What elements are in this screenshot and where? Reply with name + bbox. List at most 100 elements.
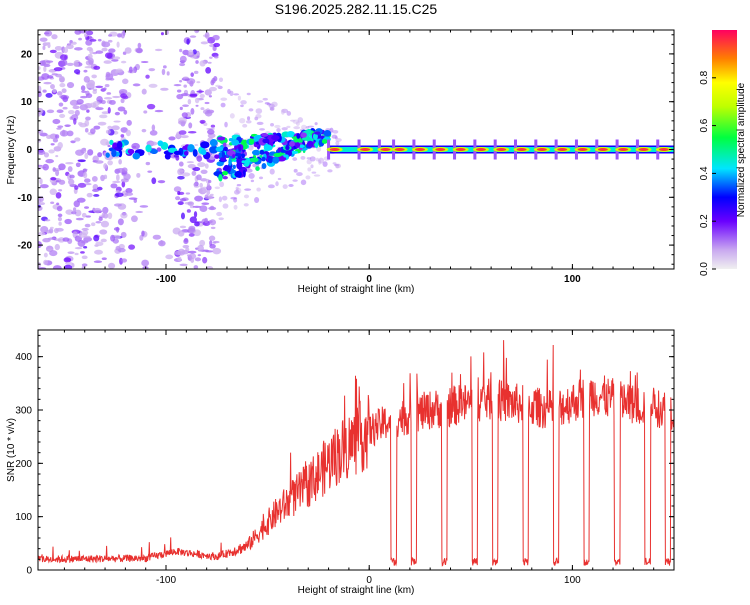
spectrogram-noise-blob	[182, 104, 189, 107]
spectrogram-noise-blob	[65, 161, 74, 165]
spectrogram-noise-blob	[57, 216, 63, 222]
spectrogram-noise-blob	[194, 30, 200, 34]
snr-xlabel: Height of straight line (km)	[298, 585, 415, 596]
spectrogram-noise-blob	[77, 182, 87, 188]
spectrogram-noise-blob	[86, 109, 90, 113]
spectrogram-noise-blob	[63, 264, 73, 269]
spectrogram-marks	[38, 30, 674, 269]
spectrogram-noise-blob	[49, 226, 54, 230]
spectrogram-noise-blob	[73, 117, 77, 125]
spectrogram-noise-blob	[69, 174, 75, 179]
spectrogram-noise-blob	[222, 203, 229, 209]
spectrogram-noise-blob	[207, 179, 212, 184]
spectrogram-noise-blob	[93, 65, 101, 70]
spectrogram-noise-blob	[210, 79, 215, 86]
spectrogram-noise-blob	[332, 162, 337, 165]
spectrogram-signal-blob	[234, 153, 243, 157]
spectrogram-signal-blob	[244, 159, 250, 167]
spectrogram-noise-blob	[71, 114, 79, 121]
spectrogram-noise-blob	[114, 111, 120, 116]
spectrogram-signal-blob	[262, 138, 270, 144]
spectrogram-noise-blob	[213, 55, 219, 59]
spectrogram-noise-blob	[58, 102, 64, 107]
spectrogram-noise-blob	[56, 205, 63, 212]
spectrogram-noise-blob	[42, 89, 47, 93]
spectrogram-noise-blob	[182, 76, 189, 80]
spectrogram-signal-blob	[314, 131, 321, 135]
spectrogram-noise-blob	[123, 109, 128, 115]
spectrogram-noise-blob	[52, 167, 57, 173]
spectrogram-noise-blob	[75, 149, 85, 156]
spectrogram-noise-blob	[94, 249, 103, 255]
spectrogram-noise-blob	[39, 132, 48, 137]
spectrogram-noise-blob	[72, 105, 80, 110]
spectrogram-tone-pulse	[496, 148, 507, 151]
spectrogram-noise-blob	[86, 30, 94, 36]
spectrogram-noise-blob	[38, 241, 43, 249]
spectrogram-noise-blob	[56, 127, 62, 130]
spectrogram-signal-blob	[300, 132, 307, 138]
spectrogram-noise-blob	[43, 81, 52, 85]
spectrogram-signal-blob	[291, 150, 299, 154]
spectrogram-noise-blob	[181, 172, 191, 177]
spectrogram-noise-blob	[89, 38, 97, 42]
spectrogram-noise-blob	[229, 90, 234, 97]
spectrogram-signal-blob	[241, 153, 246, 159]
spectrogram-noise-blob	[66, 130, 74, 137]
spectrogram-noise-blob	[43, 252, 48, 258]
spectrogram-noise-blob	[56, 202, 60, 206]
spectrogram-noise-blob	[50, 143, 55, 146]
spectrogram-noise-blob	[86, 81, 95, 89]
spectrogram-signal-blob	[272, 156, 280, 164]
spectrogram-noise-blob	[109, 99, 116, 105]
colorbar-bar	[712, 30, 737, 269]
spectrogram-noise-blob	[184, 78, 190, 81]
spectrogram-noise-blob	[79, 95, 88, 99]
spectrogram-xtick-label: 0	[366, 274, 372, 285]
spectrogram-noise-blob	[187, 98, 192, 105]
spectrogram-signal-blob	[111, 149, 117, 157]
colorbar: 0.0 0.2 0.4 0.6 0.8 Normalized spectral ampl…	[699, 30, 747, 276]
spectrogram-noise-blob	[203, 122, 208, 127]
spectrogram-noise-blob	[81, 90, 87, 93]
spectrogram-tone-pulse	[618, 148, 629, 151]
spectrogram-noise-blob	[58, 163, 66, 171]
spectrogram-noise-blob	[97, 38, 102, 42]
spectrogram-noise-blob	[296, 172, 303, 177]
spectrogram-noise-blob	[38, 107, 44, 114]
spectrogram-noise-blob	[206, 127, 216, 130]
spectrogram-noise-blob	[186, 209, 191, 213]
spectrogram-noise-blob	[54, 243, 60, 251]
spectrogram-tone-pulse	[597, 148, 608, 151]
spectrogram-signal-blob	[215, 146, 224, 152]
spectrogram-noise-blob	[83, 171, 88, 179]
spectrogram-noise-blob	[43, 152, 50, 158]
spectrogram-noise-blob	[204, 32, 210, 39]
spectrogram-noise-blob	[111, 125, 120, 131]
spectrogram-signal-blob	[157, 140, 164, 147]
spectrogram-noise-blob	[39, 184, 49, 189]
spectrogram-noise-blob	[177, 175, 185, 180]
spectrogram-noise-blob	[131, 142, 140, 150]
spectrogram-noise-blob	[54, 45, 63, 51]
spectrogram-noise-blob	[239, 118, 246, 124]
spectrogram-noise-blob	[197, 244, 204, 252]
colorbar-tick-label: 0.4	[699, 166, 710, 180]
spectrogram-noise-blob	[126, 119, 132, 126]
spectrogram-noise-blob	[282, 184, 288, 189]
spectrogram-noise-blob	[78, 37, 82, 41]
spectrogram-noise-blob	[247, 116, 251, 121]
spectrogram-noise-blob	[57, 91, 63, 96]
spectrogram-noise-blob	[70, 140, 76, 144]
spectrogram-signal-blob	[214, 154, 220, 159]
spectrogram-noise-blob	[292, 179, 298, 182]
snr-panel: -100 0 100 0 100 200 300 400 Height of straight…	[6, 329, 675, 596]
spectrogram-noise-blob	[196, 90, 205, 93]
spectrogram-noise-blob	[207, 40, 212, 44]
spectrogram-noise-blob	[112, 56, 121, 60]
spectrogram-noise-blob	[75, 217, 84, 221]
spectrogram-signal-blob	[145, 144, 152, 153]
spectrogram-xlabel: Height of straight line (km)	[298, 284, 415, 295]
spectrogram-noise-blob	[57, 213, 63, 218]
spectrogram-noise-blob	[101, 40, 106, 47]
